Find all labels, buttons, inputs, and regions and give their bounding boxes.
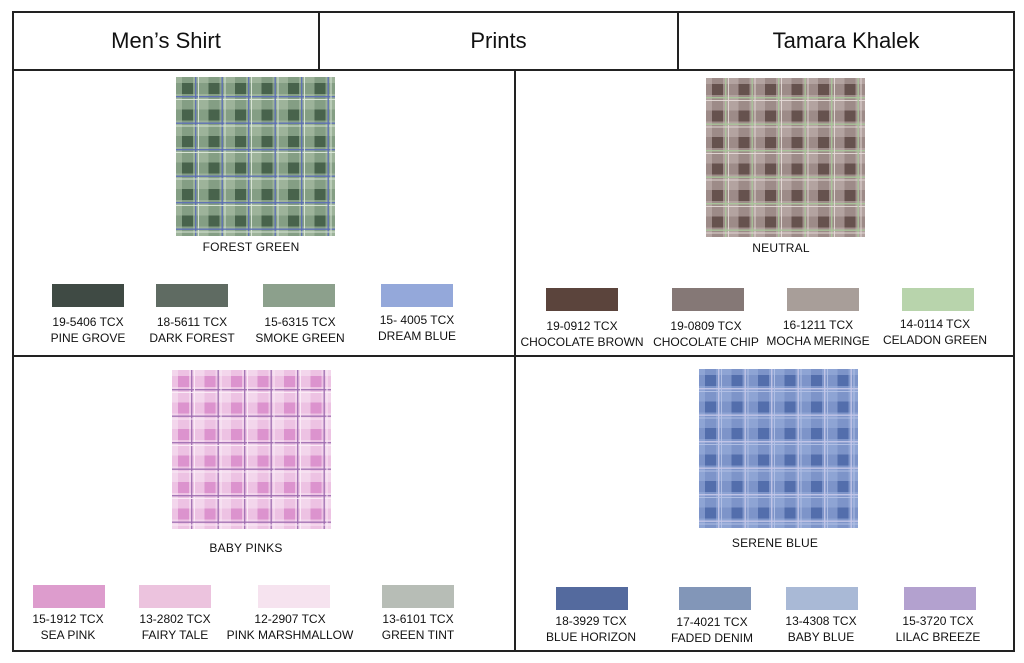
swatch-label: 15-3720 TCX LILAC BREEZE <box>896 613 981 645</box>
swatch-label: 17-4021 TCX FADED DENIM <box>671 614 753 646</box>
header-divider-2 <box>677 11 679 71</box>
plaid-print-neutral <box>706 78 865 237</box>
header-bottom-border <box>12 69 1015 71</box>
swatch-name: FADED DENIM <box>670 631 754 645</box>
color-swatch <box>787 288 859 311</box>
swatch-name: LILAC BREEZE <box>895 630 981 644</box>
swatch-name: PINE GROVE <box>50 331 126 345</box>
header-section-text: Prints <box>470 28 527 53</box>
header-top-border <box>12 11 1015 13</box>
panel-vertical-divider <box>514 69 516 651</box>
color-swatch <box>786 587 858 610</box>
swatch-label: 19-5406 TCX PINE GROVE <box>51 314 126 346</box>
swatch-code: 13-2802 TCX <box>139 612 211 626</box>
color-swatch <box>258 585 330 608</box>
swatch-code: 12-2907 TCX <box>254 612 326 626</box>
swatch-label: 13-6101 TCX GREEN TINT <box>382 611 454 643</box>
color-swatch <box>546 288 618 311</box>
color-swatch <box>156 284 228 307</box>
panel-horizontal-divider <box>12 355 1015 357</box>
plaid-print-serene-blue <box>699 369 858 528</box>
color-swatch <box>904 587 976 610</box>
color-swatch <box>263 284 335 307</box>
swatch-name: FAIRY TALE <box>141 628 209 642</box>
swatch-code: 19-0809 TCX <box>670 319 742 333</box>
swatch-label: 15- 4005 TCX DREAM BLUE <box>378 312 456 344</box>
swatch-label: 18-3929 TCX BLUE HORIZON <box>546 613 636 645</box>
swatch-label: 13-2802 TCX FAIRY TALE <box>139 611 210 643</box>
swatch-code: 18-3929 TCX <box>555 614 627 628</box>
swatch-code: 15-6315 TCX <box>264 315 336 329</box>
swatch-code: 19-0912 TCX <box>546 319 618 333</box>
color-swatch <box>52 284 124 307</box>
header-section: Prints <box>320 12 677 70</box>
header-designer: Tamara Khalek <box>679 12 1013 70</box>
swatch-name: DARK FOREST <box>149 331 235 345</box>
print-name: SERENE BLUE <box>731 536 819 550</box>
swatch-code: 15-3720 TCX <box>902 614 974 628</box>
swatch-code: 19-5406 TCX <box>52 315 124 329</box>
swatch-name: SMOKE GREEN <box>255 331 345 345</box>
print-name: NEUTRAL <box>752 241 810 255</box>
swatch-label: 19-0912 TCX CHOCOLATE BROWN <box>520 318 643 350</box>
swatch-code: 18-5611 TCX <box>156 315 228 329</box>
swatch-name: GREEN TINT <box>381 628 455 642</box>
left-border <box>12 11 14 651</box>
plaid-print-forest-green <box>176 77 335 236</box>
swatch-label: 19-0809 TCX CHOCOLATE CHIP <box>653 318 759 350</box>
plaid-print-baby-pinks <box>172 370 331 529</box>
color-swatch <box>139 585 211 608</box>
color-swatch <box>672 288 744 311</box>
swatch-label: 13-4308 TCX BABY BLUE <box>785 613 856 645</box>
color-swatch <box>556 587 628 610</box>
color-swatch <box>33 585 105 608</box>
swatch-code: 17-4021 TCX <box>676 615 748 629</box>
color-swatch <box>382 585 454 608</box>
header-category: Men’s Shirt <box>14 12 318 70</box>
swatch-name: BABY BLUE <box>787 630 855 644</box>
swatch-label: 12-2907 TCX PINK MARSHMALLOW <box>227 611 354 643</box>
swatch-label: 15-6315 TCX SMOKE GREEN <box>255 314 344 346</box>
swatch-name: CELADON GREEN <box>882 333 988 347</box>
bottom-border <box>12 650 1015 652</box>
swatch-name: CHOCOLATE BROWN <box>520 335 644 349</box>
header-divider-1 <box>318 11 320 71</box>
swatch-label: 15-1912 TCX SEA PINK <box>32 611 103 643</box>
swatch-code: 13-4308 TCX <box>785 614 857 628</box>
color-swatch <box>902 288 974 311</box>
swatch-label: 14-0114 TCX CELADON GREEN <box>883 316 987 348</box>
swatch-name: PINK MARSHMALLOW <box>226 628 354 642</box>
print-name: BABY PINKS <box>209 541 283 555</box>
swatch-name: BLUE HORIZON <box>545 630 637 644</box>
swatch-label: 18-5611 TCX DARK FOREST <box>149 314 234 346</box>
swatch-code: 15- 4005 TCX <box>379 313 455 327</box>
header-designer-text: Tamara Khalek <box>772 28 920 53</box>
swatch-name: CHOCOLATE CHIP <box>653 335 759 349</box>
swatch-code: 14-0114 TCX <box>899 317 971 331</box>
swatch-name: DREAM BLUE <box>377 329 457 343</box>
swatch-code: 16-1211 TCX <box>782 318 854 332</box>
swatch-label: 16-1211 TCX MOCHA MERINGE <box>766 317 869 349</box>
right-border <box>1013 11 1015 651</box>
swatch-name: MOCHA MERINGE <box>766 334 870 348</box>
color-swatch <box>679 587 751 610</box>
color-swatch <box>381 284 453 307</box>
header-category-text: Men’s Shirt <box>111 28 221 53</box>
swatch-name: SEA PINK <box>40 628 96 642</box>
swatch-code: 15-1912 TCX <box>32 612 104 626</box>
swatch-code: 13-6101 TCX <box>382 612 454 626</box>
print-name: FOREST GREEN <box>202 240 300 254</box>
